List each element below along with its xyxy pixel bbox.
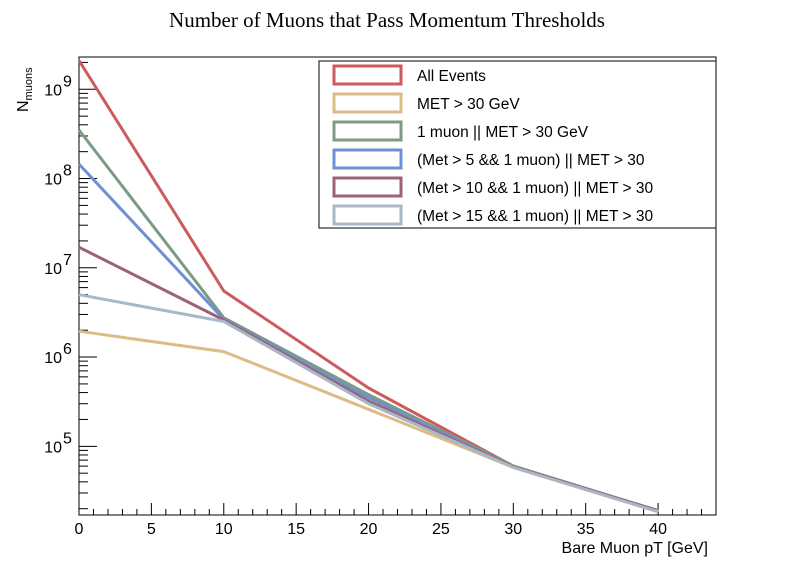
y-tick-label-exponent: 7 [63,252,72,269]
legend-box [318,60,717,229]
y-tick-label-exponent: 6 [63,341,72,358]
x-tick-label: 20 [360,521,378,538]
y-tick-label: 10 [44,350,62,367]
y-tick-label-exponent: 8 [63,163,72,180]
legend-swatch [332,148,403,170]
y-tick-label-exponent: 9 [63,73,72,90]
legend-label: (Met > 5 && 1 muon) || MET > 30 [417,152,645,169]
chart-title: Number of Muons that Pass Momentum Thres… [169,8,605,32]
x-tick-label: 10 [215,521,233,538]
series-line-6 [78,293,659,514]
svg-text:Nmuons: Nmuons [15,67,35,112]
y-axis-label: Nmuons [15,67,35,112]
x-tick-label: 25 [432,521,450,538]
x-tick-label: 5 [147,521,156,538]
y-axis-label-sub: muons [23,67,35,101]
axis-ticks [78,61,717,515]
legend-swatch [332,204,403,226]
legend-label: MET > 30 GeV [417,96,520,113]
legend-swatch [332,92,403,114]
legend-label: 1 muon || MET > 30 GeV [417,124,589,141]
x-tick-label: 30 [504,521,522,538]
y-tick-label: 10 [44,439,62,456]
y-axis-label-main: N [15,100,32,112]
y-tick-label: 10 [44,261,62,278]
legend-swatch [332,64,403,86]
legend-label: All Events [417,68,486,85]
y-tick-label: 10 [44,82,62,99]
y-tick-label-exponent: 5 [63,430,72,447]
series-line-5 [78,245,659,513]
x-tick-label: 35 [577,521,595,538]
legend-label: (Met > 15 && 1 muon) || MET > 30 [417,208,653,225]
legend: All Events MET > 30 GeV 1 muon || MET > 30… [318,60,717,229]
legend-swatch [332,120,403,142]
legend-swatch [332,176,403,198]
series-lines [77,59,659,514]
legend-label: (Met > 10 && 1 muon) || MET > 30 [417,180,653,197]
y-tick-label: 10 [44,172,62,189]
x-axis-label: Bare Muon pT [GeV] [562,540,708,557]
x-tick-labels: 0 5 10 15 20 25 30 35 40 [75,521,668,538]
x-tick-label: 15 [287,521,305,538]
x-tick-label: 40 [649,521,667,538]
x-tick-label: 0 [75,521,84,538]
